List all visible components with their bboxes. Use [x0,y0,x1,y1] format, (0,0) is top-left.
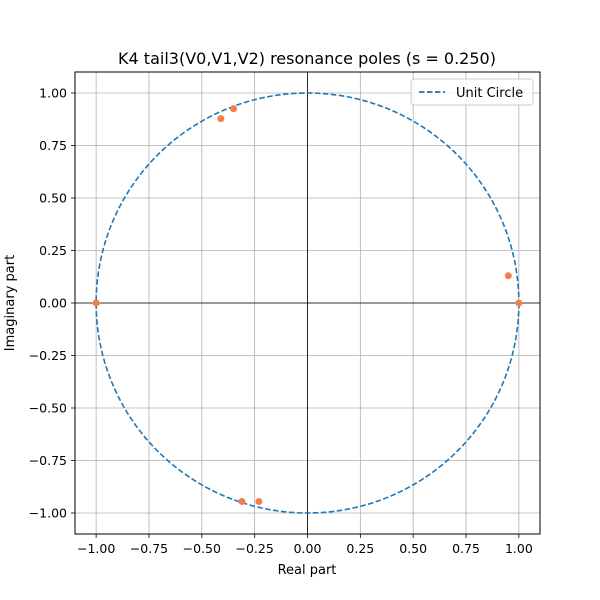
x-tick-label: 0.50 [399,541,427,556]
x-tick-label: 0.00 [294,541,322,556]
y-tick-label: −0.25 [29,348,67,363]
ticks: −1.00 −0.75 −0.50 −0.25 0.00 0.25 0.50 0.75 1.00… [29,86,533,557]
pole-point [230,105,238,113]
pole-point [238,497,246,505]
legend-label-unit-circle: Unit Circle [456,86,523,101]
y-axis-label: Imaginary part [3,255,18,351]
x-axis-label: Real part [278,563,337,578]
pole-point [515,299,523,307]
x-tick-label: 0.25 [346,541,374,556]
x-tick-label: 1.00 [505,541,533,556]
x-tick-label: −0.75 [130,541,168,556]
legend-box [410,78,534,106]
y-tick-label: 1.00 [39,86,67,101]
legend: Unit Circle [410,78,534,106]
pole-point [92,299,100,307]
y-tick-label: 0.25 [39,243,67,258]
chart-title: K4 tail3(V0,V1,V2) resonance poles (s = … [118,49,496,68]
y-tick-label: 0.75 [39,138,67,153]
pole-point [504,272,512,280]
pole-point [255,497,263,505]
y-tick-label: 0.00 [39,296,67,311]
pole-point [217,115,225,123]
x-tick-label: −0.50 [183,541,221,556]
x-tick-label: −1.00 [77,541,115,556]
x-tick-label: −0.25 [236,541,274,556]
y-tick-label: −0.75 [29,453,67,468]
y-tick-label: −0.50 [29,401,67,416]
points-layer [92,105,523,505]
y-tick-label: 0.50 [39,191,67,206]
x-tick-label: 0.75 [452,541,480,556]
zero-lines [75,72,540,534]
y-tick-label: −1.00 [29,506,67,521]
